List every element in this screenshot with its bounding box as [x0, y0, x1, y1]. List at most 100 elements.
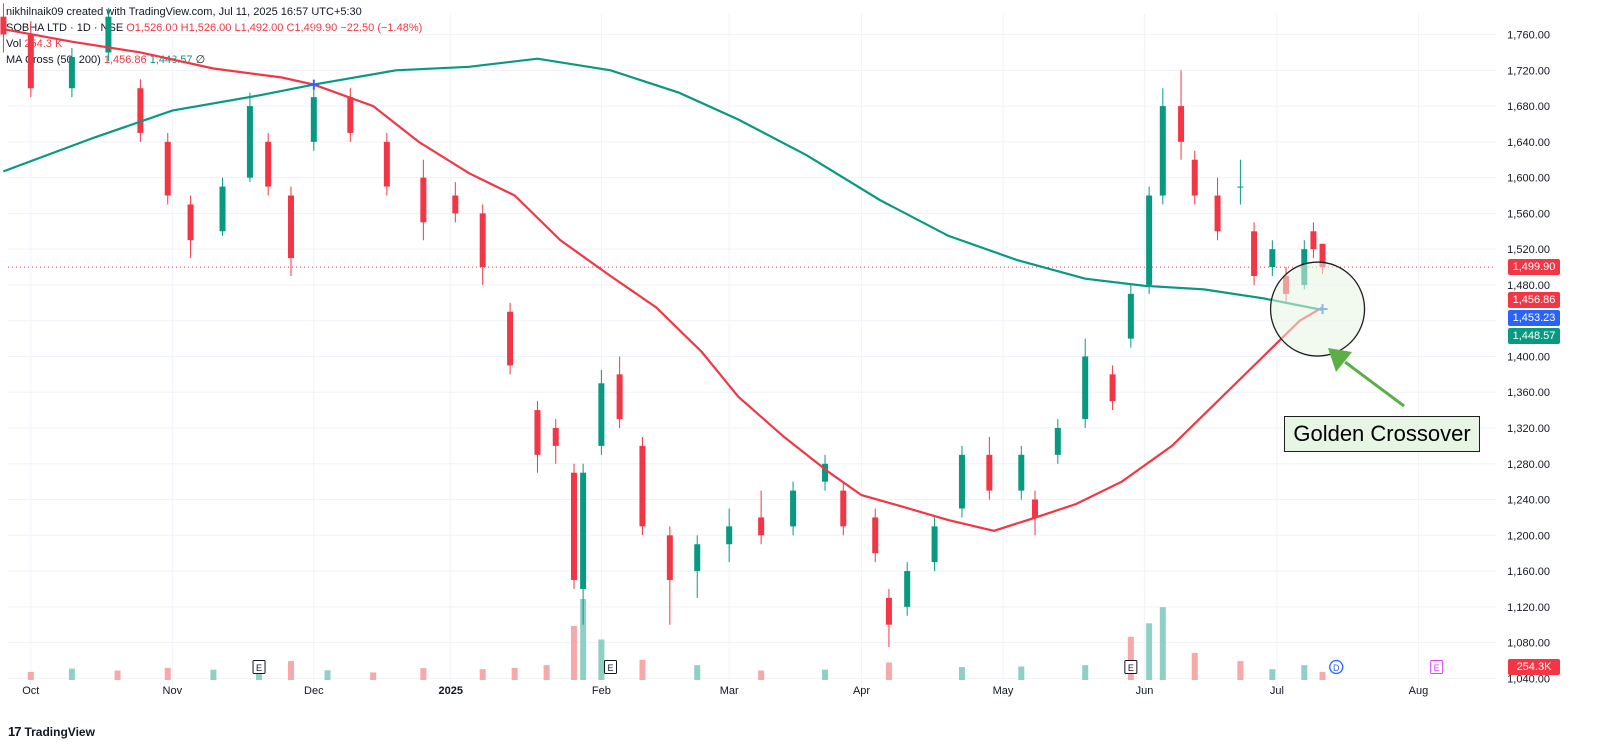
ma-fast-value: 1,456.86 — [103, 54, 147, 66]
ma-200-line — [3, 57, 1323, 312]
volume-bar — [370, 672, 377, 680]
volume-value: 254.3 K — [24, 38, 63, 50]
candle-body — [1127, 293, 1134, 339]
candle-body — [790, 490, 797, 527]
candle-body — [68, 56, 75, 89]
volume-bar — [27, 671, 34, 680]
ma-hidden-icon[interactable]: ∅ — [195, 54, 206, 66]
volume-bar — [1146, 623, 1153, 680]
volume-bar — [639, 659, 646, 680]
volume-bar — [543, 665, 550, 680]
dividend-marker-label: D — [1333, 663, 1340, 673]
candle-body — [1214, 195, 1221, 232]
ohlc-low: L1,492.00 — [234, 22, 284, 34]
volume-bar — [694, 665, 701, 680]
y-tick-label: 1,680.00 — [1507, 101, 1550, 113]
earnings-marker — [604, 660, 618, 674]
candle-body — [639, 445, 646, 527]
volume-bar — [68, 668, 75, 680]
cross-price-tag: 1,453.23 — [1508, 309, 1560, 326]
ma-slow-tag: 1,448.57 — [1508, 328, 1560, 345]
symbol-name: SOBHA LTD · 1D · NSE — [6, 22, 124, 34]
volume-bar — [758, 670, 765, 680]
candle-body — [1191, 159, 1198, 196]
volume-bar — [479, 669, 486, 680]
attribution-text: nikhilnaik09 created with TradingView.co… — [6, 6, 362, 18]
candle-body — [1018, 454, 1025, 491]
y-tick-label: 1,160.00 — [1507, 566, 1550, 578]
ohlc-open: O1,526.00 — [126, 22, 178, 34]
x-tick-label: Aug — [1409, 685, 1429, 697]
x-tick-label: Jun — [1136, 685, 1154, 697]
volume-bar — [598, 639, 605, 680]
volume-label: Vol — [6, 38, 22, 50]
volume-bar — [885, 662, 892, 680]
volume-legend[interactable]: Vol 254.3 K — [6, 36, 422, 52]
y-tick-label: 1,240.00 — [1507, 495, 1550, 507]
last-price-tag: 1,499.90 — [1508, 259, 1560, 276]
volume-bar — [1082, 665, 1089, 680]
y-tick-label: 1,200.00 — [1507, 530, 1550, 542]
y-tick-label: 1,520.00 — [1507, 244, 1550, 256]
arrow-shaft — [1344, 360, 1405, 408]
y-tick-label: 1,400.00 — [1507, 351, 1550, 363]
candle-body — [1178, 106, 1185, 142]
arrow-head — [1328, 348, 1352, 372]
candle-body — [452, 195, 459, 214]
earnings-marker-label: E — [1434, 663, 1440, 673]
candles — [0, 3, 1326, 648]
candle-body — [420, 177, 427, 223]
ma-50-line — [3, 28, 1324, 532]
ohlc-high: H1,526.00 — [180, 22, 232, 34]
volume-bar — [1319, 671, 1326, 680]
volume-bar — [114, 670, 121, 680]
volume-tag: 254.3K — [1508, 659, 1560, 675]
candle-body — [27, 34, 34, 89]
x-tick-label: 2025 — [439, 685, 463, 697]
volume-bars — [27, 599, 1326, 680]
highlight-circle — [1269, 261, 1366, 357]
x-tick-label: Apr — [853, 685, 870, 697]
candle-body — [1082, 356, 1089, 420]
candle-body — [1237, 186, 1244, 188]
candle-body — [885, 597, 892, 625]
candle-body — [1109, 374, 1116, 402]
symbol-legend[interactable]: SOBHA LTD · 1D · NSE O1,526.00 H1,526.00… — [6, 20, 422, 36]
time-axis: Oct Nov Dec 2025 Feb Mar Apr May Jun Jul Aug — [22, 685, 1428, 697]
volume-bar — [287, 661, 294, 680]
x-tick-label: Nov — [163, 685, 183, 697]
tradingview-logo-icon: 17 — [8, 724, 22, 739]
x-tick-label: May — [993, 685, 1014, 697]
candle-body — [265, 141, 272, 187]
candle-body — [1031, 499, 1038, 518]
candle-body — [310, 97, 317, 142]
golden-crossover-label[interactable]: Golden Crossover — [1284, 416, 1480, 452]
candle-body — [552, 428, 559, 446]
ohlc-change: −22.50 (−1.48%) — [340, 22, 423, 34]
y-tick-label: 1,280.00 — [1507, 459, 1550, 471]
candle-body — [534, 410, 541, 455]
y-tick-label: 1,320.00 — [1507, 423, 1550, 435]
brand-name: TradingView — [24, 724, 95, 739]
chart-grid — [8, 14, 1496, 690]
ohlc-close: C1,499.90 — [286, 22, 338, 34]
candle-body — [822, 463, 829, 482]
dividend-marker — [1329, 659, 1344, 675]
y-tick-label: 1,360.00 — [1507, 387, 1550, 399]
candle-body — [758, 517, 765, 536]
volume-bar — [1159, 607, 1166, 680]
earnings-marker — [1124, 660, 1138, 674]
brand-footer[interactable]: 17 TradingView — [8, 724, 95, 739]
x-tick-label: Jul — [1270, 685, 1284, 697]
candle-body — [137, 88, 144, 133]
candle-body — [580, 472, 587, 589]
candle-body — [1269, 249, 1276, 268]
volume-bar — [420, 668, 427, 680]
y-tick-label: 1,760.00 — [1507, 30, 1550, 42]
volume-bar — [958, 667, 965, 680]
x-tick-label: Mar — [720, 685, 739, 697]
volume-bar — [570, 626, 577, 680]
candle-body — [1310, 231, 1317, 250]
